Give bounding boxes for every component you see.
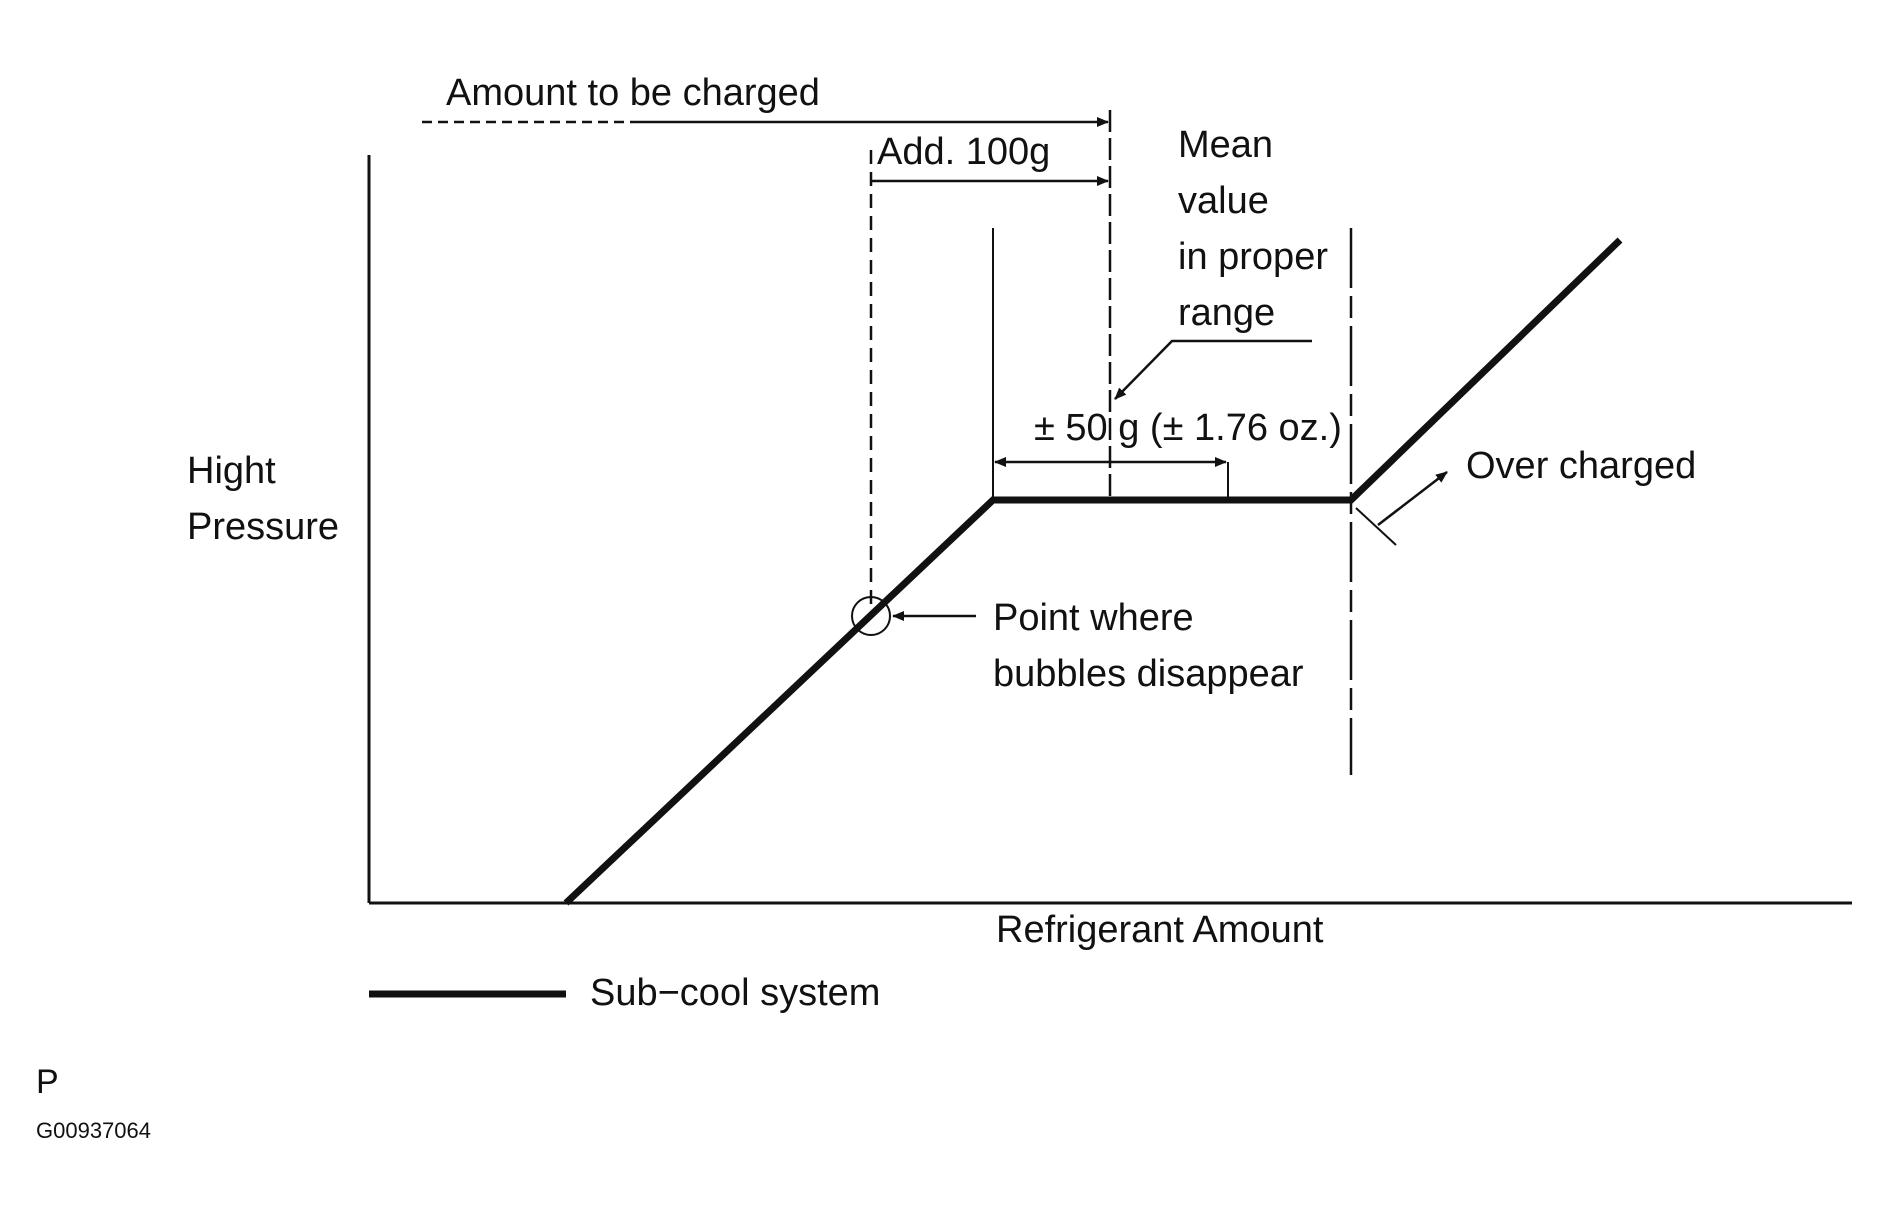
- point-where-line-1: Point where: [993, 597, 1194, 639]
- footer-code: G00937064: [36, 1118, 151, 1143]
- over-charged-arrow: [1377, 471, 1448, 526]
- add-100g-label: Add. 100g: [877, 131, 1050, 173]
- y-axis-label-line-1: Hight: [187, 450, 276, 492]
- sub-cool-curve: [563, 237, 1623, 906]
- legend-label: Sub−cool system: [590, 972, 880, 1014]
- mean-value-line-2: value: [1178, 180, 1269, 222]
- mean-value-line-3: in proper: [1178, 236, 1328, 278]
- mean-value-line-1: Mean: [1178, 124, 1273, 166]
- tolerance-label: ± 50 g (± 1.76 oz.): [1034, 407, 1342, 449]
- mean-value-line-4: range: [1178, 292, 1275, 334]
- footer-letter: P: [36, 1063, 59, 1101]
- x-axis-label: Refrigerant Amount: [996, 909, 1324, 951]
- over-charged-label: Over charged: [1466, 445, 1696, 487]
- amount-to-be-charged-label: Amount to be charged: [446, 72, 820, 114]
- y-axis-label-line-2: Pressure: [187, 506, 339, 548]
- over-charged-tick: [1355, 507, 1397, 546]
- mean-value-pointer: [1114, 339, 1312, 400]
- point-where-line-2: bubbles disappear: [993, 653, 1304, 695]
- bubble-point-circle: [851, 596, 891, 636]
